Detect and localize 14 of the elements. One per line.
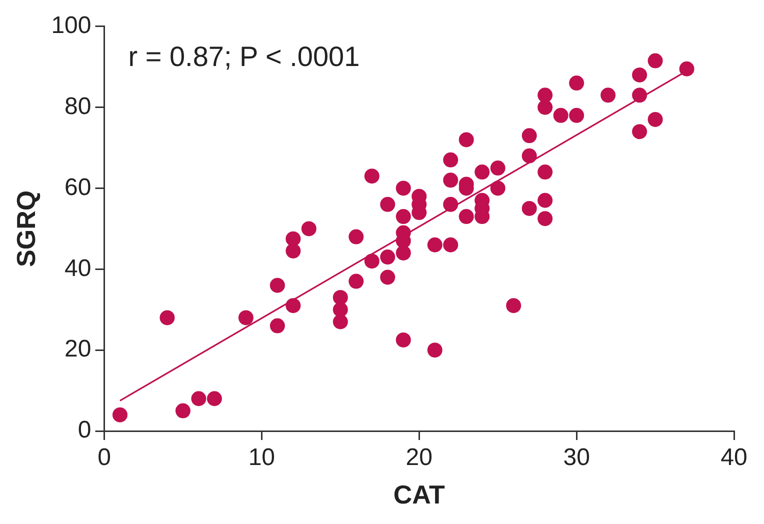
x-tick-label: 0 bbox=[98, 444, 111, 472]
y-axis-title: SGRQ bbox=[10, 190, 41, 267]
y-tick-label: 20 bbox=[64, 336, 92, 363]
y-tick-label: 100 bbox=[51, 12, 92, 40]
y-tick-label: 0 bbox=[78, 416, 92, 444]
x-tick-label: 40 bbox=[720, 444, 748, 472]
y-tick-label: 80 bbox=[64, 92, 92, 120]
x-axis-title: CAT bbox=[393, 480, 445, 510]
y-tick-label: 60 bbox=[64, 174, 92, 201]
x-tick-label: 20 bbox=[406, 444, 432, 472]
y-tick-label: 40 bbox=[64, 254, 92, 282]
x-tick-label: 30 bbox=[563, 444, 590, 472]
annotation: r = 0.87; P < .0001 bbox=[128, 41, 360, 72]
x-tick-label: 10 bbox=[248, 444, 276, 472]
